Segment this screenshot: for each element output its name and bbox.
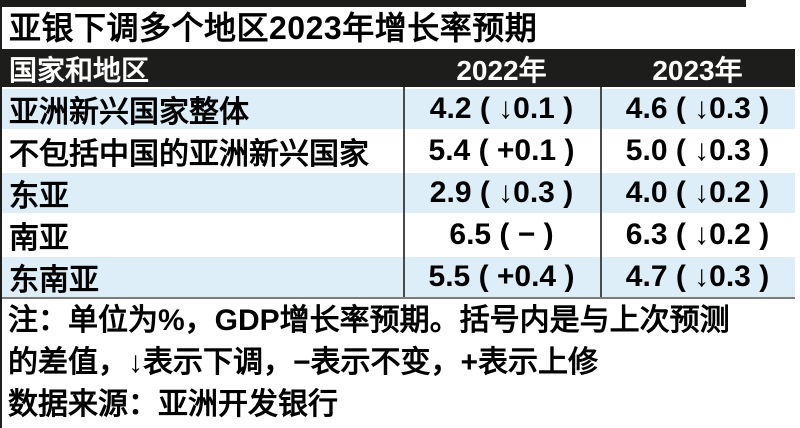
table-body: 亚洲新兴国家整体 4.2 ( ↓0.1 ) 4.6 ( ↓0.3 ) 不包括中国… [2,87,795,299]
cell-2023-value: 4.0 ( ↓0.2 ) [625,176,770,209]
column-divider [403,87,405,297]
header-2023: 2023年 [652,54,743,86]
header-region: 国家和地区 [9,54,150,86]
cell-2022-value: 5.4 ( +0.1 ) [428,134,575,167]
top-accent-bar [2,0,746,7]
table-row: 亚洲新兴国家整体 4.2 ( ↓0.1 ) 4.6 ( ↓0.3 ) [2,87,795,129]
data-source: 数据来源：亚洲开发银行 [8,388,338,421]
cell-region: 南亚 [9,222,69,255]
cell-2023-value: 6.3 ( ↓0.2 ) [625,218,770,251]
header-2022: 2022年 [456,54,547,86]
table-row: 不包括中国的亚洲新兴国家 5.4 ( +0.1 ) 5.0 ( ↓0.3 ) [2,129,795,171]
cell-2023-value: 4.6 ( ↓0.3 ) [625,92,770,125]
cell-2022-value: 2.9 ( ↓0.3 ) [429,176,574,209]
note-line-2: 的差值，↓表示下调，−表示不变，+表示上修 [8,346,599,379]
cell-2022-value: 4.2 ( ↓0.1 ) [429,92,574,125]
cell-region: 东亚 [9,180,69,213]
cell-region: 不包括中国的亚洲新兴国家 [9,138,369,171]
infographic-title: 亚银下调多个地区2023年增长率预期 [2,7,795,50]
cell-2023-value: 4.7 ( ↓0.3 ) [625,260,770,293]
note-line-1: 注：单位为%，GDP增长率预期。括号内是与上次预测 [8,304,730,337]
cell-2023-value: 5.0 ( ↓0.3 ) [625,134,770,167]
table-row: 东亚 2.9 ( ↓0.3 ) 4.0 ( ↓0.2 ) [2,171,795,213]
table-row: 南亚 6.5 ( − ) 6.3 ( ↓0.2 ) [2,213,795,255]
cell-2022-value: 5.5 ( +0.4 ) [428,260,575,293]
cell-2022-value: 6.5 ( − ) [449,218,554,251]
footnotes: 注：单位为%，GDP增长率预期。括号内是与上次预测 的差值，↓表示下调，−表示不… [2,299,795,426]
table-header-row: 国家和地区 2022年 2023年 [2,50,795,87]
cell-region: 亚洲新兴国家整体 [9,96,249,129]
column-divider [600,87,602,297]
cell-region: 东南亚 [9,264,99,297]
table-row: 东南亚 5.5 ( +0.4 ) 4.7 ( ↓0.3 ) [2,255,795,297]
